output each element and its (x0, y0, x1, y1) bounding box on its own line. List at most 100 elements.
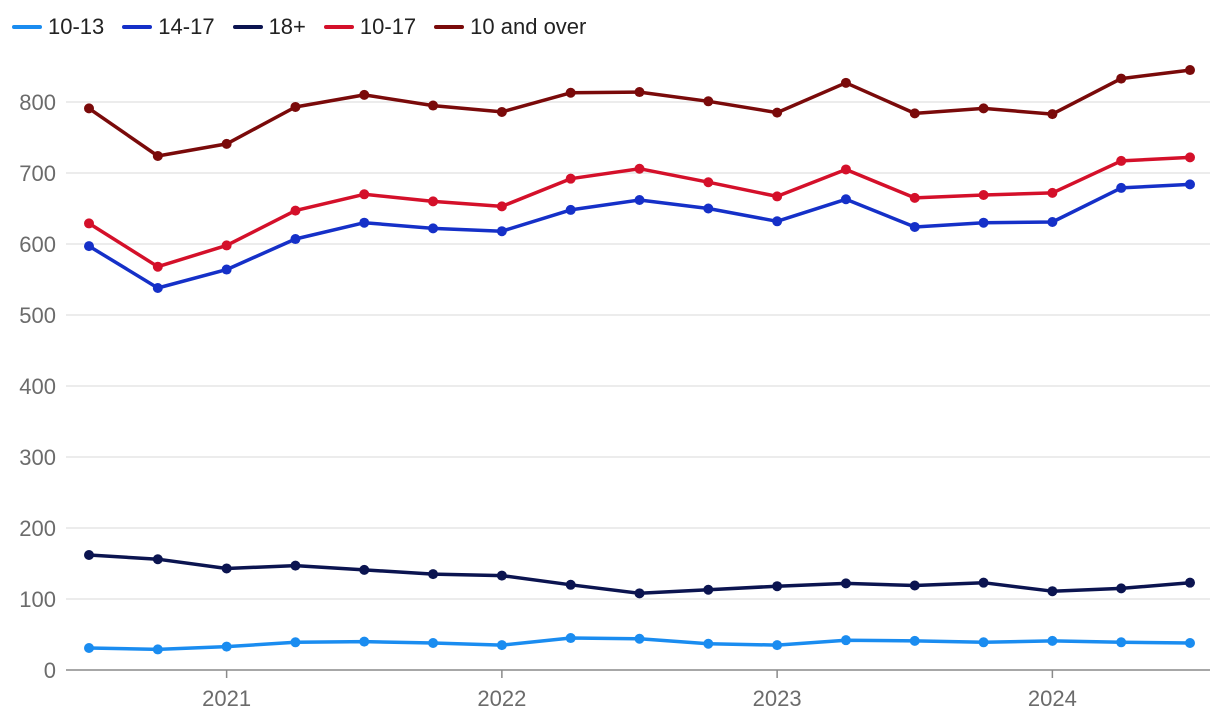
data-point-10-17 (1185, 152, 1195, 163)
data-point-14-17 (840, 194, 851, 205)
series-line-10-and-over (87, 68, 1192, 158)
data-point-18-plus (1116, 583, 1127, 594)
data-point-10-and-over (221, 138, 232, 149)
data-point-18-plus (1047, 586, 1058, 597)
data-point-18-plus (496, 570, 507, 581)
series-18-plus (84, 549, 1195, 599)
data-point-10-and-over (703, 96, 714, 107)
data-point-10-17 (428, 196, 439, 207)
y-tick-label: 0 (44, 658, 56, 683)
data-point-10-and-over (496, 106, 507, 117)
chart-series (84, 65, 1195, 655)
y-axis-ticks: 0 100 200 300 400 500 600 700 800 (19, 90, 56, 683)
legend-label-14-17: 14-17 (158, 14, 215, 39)
x-axis-ticks: 2021 2022 2023 2024 (202, 670, 1077, 711)
data-point-10-17 (772, 191, 783, 202)
data-point-14-17 (359, 217, 370, 228)
data-point-10-13 (565, 633, 576, 644)
data-point-14-17 (1047, 216, 1058, 227)
data-point-18-plus (428, 569, 439, 580)
series-line-10-17 (87, 155, 1192, 269)
data-point-10-17 (290, 205, 301, 216)
series-14-17 (84, 179, 1195, 294)
data-point-10-and-over (1185, 65, 1195, 76)
y-tick-label: 100 (19, 587, 56, 612)
chart-legend: 10-13 14-17 18+ 10-17 10 and over (12, 14, 604, 40)
legend-swatch-10-13 (12, 25, 42, 29)
data-point-18-plus (359, 564, 370, 575)
data-point-10-and-over (359, 89, 370, 100)
data-point-10-13 (152, 644, 163, 655)
data-point-10-17 (909, 192, 920, 203)
legend-swatch-14-17 (122, 25, 153, 29)
legend-swatch-10-17 (323, 25, 354, 29)
legend-item-10-17: 10-17 (323, 14, 417, 40)
data-point-18-plus (565, 579, 576, 590)
legend-swatch-18-plus (232, 25, 263, 29)
legend-item-18-plus: 18+ (232, 14, 306, 40)
data-point-10-13 (221, 641, 232, 652)
data-point-10-17 (565, 173, 576, 184)
data-point-10-17 (496, 201, 507, 212)
data-point-18-plus (221, 563, 232, 574)
data-point-10-17 (1047, 187, 1058, 198)
data-point-14-17 (221, 264, 232, 275)
data-point-14-17 (290, 234, 301, 245)
data-point-18-plus (84, 549, 94, 560)
legend-swatch-10-and-over (434, 25, 465, 29)
data-point-14-17 (1116, 182, 1127, 193)
data-point-14-17 (428, 223, 439, 234)
data-point-10-13 (1116, 637, 1127, 648)
data-point-10-17 (840, 164, 851, 175)
data-point-10-and-over (1116, 73, 1127, 84)
data-point-10-17 (359, 189, 370, 200)
x-tick-label: 2024 (1028, 686, 1077, 711)
data-point-14-17 (634, 194, 645, 205)
y-tick-label: 700 (19, 161, 56, 186)
y-tick-label: 600 (19, 232, 56, 257)
data-point-10-and-over (1047, 109, 1058, 120)
y-tick-label: 500 (19, 303, 56, 328)
data-point-14-17 (978, 217, 989, 228)
data-point-18-plus (772, 581, 783, 592)
x-tick-label: 2021 (202, 686, 251, 711)
data-point-10-13 (909, 635, 920, 646)
data-point-10-and-over (565, 87, 576, 98)
data-point-10-and-over (840, 77, 851, 88)
data-point-10-and-over (428, 100, 439, 111)
data-point-10-and-over (84, 103, 94, 114)
data-point-10-and-over (978, 103, 989, 114)
data-point-14-17 (152, 283, 163, 294)
x-tick-label: 2023 (753, 686, 802, 711)
chart-gridlines (66, 101, 1210, 671)
y-tick-label: 200 (19, 516, 56, 541)
data-point-10-17 (1116, 155, 1127, 166)
data-point-10-13 (772, 640, 783, 651)
data-point-10-17 (152, 261, 163, 272)
data-point-18-plus (909, 580, 920, 591)
data-point-10-17 (84, 218, 94, 229)
legend-item-10-and-over: 10 and over (434, 14, 586, 40)
data-point-14-17 (565, 204, 576, 215)
legend-label-10-17: 10-17 (359, 14, 417, 39)
data-point-10-13 (84, 642, 94, 653)
data-point-18-plus (152, 554, 163, 565)
data-point-14-17 (772, 216, 783, 227)
data-point-18-plus (1185, 577, 1195, 588)
data-point-10-17 (634, 163, 645, 174)
y-tick-label: 800 (19, 90, 56, 115)
data-point-18-plus (978, 577, 989, 588)
legend-label-10-13: 10-13 (48, 14, 105, 39)
data-point-14-17 (1185, 179, 1195, 190)
data-point-10-and-over (634, 87, 645, 98)
data-point-10-13 (496, 640, 507, 651)
data-point-10-13 (428, 638, 439, 649)
data-point-10-and-over (152, 150, 163, 161)
legend-item-14-17: 14-17 (122, 14, 215, 40)
data-point-10-17 (978, 190, 989, 201)
data-point-10-and-over (772, 107, 783, 118)
data-point-10-and-over (909, 108, 920, 119)
data-point-18-plus (840, 578, 851, 589)
data-point-10-13 (359, 636, 370, 647)
